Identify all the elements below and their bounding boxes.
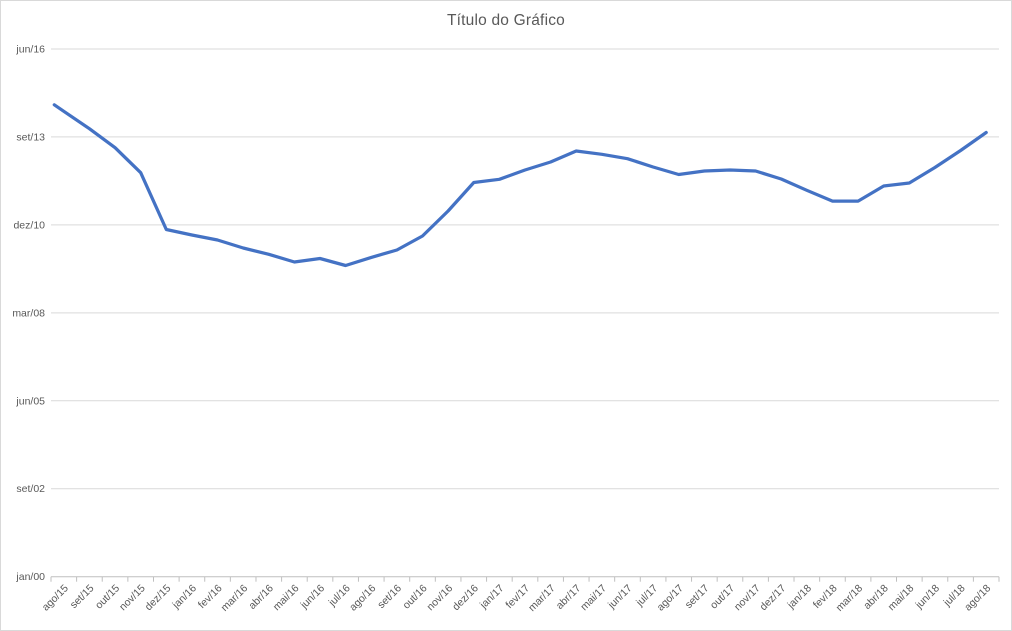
x-axis-tick-label: mar/17 [526, 582, 558, 614]
x-axis-tick-label: nov/17 [732, 582, 763, 613]
x-axis-tick-label: jan/17 [477, 582, 507, 612]
x-axis-tick-label: set/16 [375, 582, 404, 611]
y-axis-tick-label: jun/05 [15, 395, 45, 407]
x-axis-tick-label: nov/15 [117, 582, 148, 613]
y-axis-tick-label: jan/00 [15, 571, 45, 583]
x-axis-tick-label: jun/16 [298, 582, 328, 612]
data-series-line [52, 103, 988, 268]
x-axis-tick-label: nov/16 [424, 582, 455, 613]
x-axis-tick-label: abr/17 [554, 582, 584, 612]
x-axis-tick-label: ago/15 [40, 582, 71, 613]
x-axis-tick-label: out/15 [93, 582, 122, 611]
x-axis-tick-label: out/17 [708, 582, 737, 611]
x-axis-tick-label: mar/18 [834, 582, 866, 614]
y-axis-tick-label: dez/10 [13, 219, 45, 231]
x-axis-tick-label: jun/18 [913, 582, 943, 612]
chart-title: Título do Gráfico [447, 12, 565, 29]
x-axis-tick-label: mai/18 [886, 582, 917, 613]
x-axis-tick-label: dez/15 [143, 582, 174, 613]
x-axis-tick-label: ago/16 [347, 582, 378, 613]
x-axis-tick-label: ago/18 [962, 582, 993, 613]
y-axis-tick-label: set/02 [16, 483, 45, 495]
x-axis-tick-label: set/15 [68, 582, 97, 611]
y-axis-tick-label: mar/08 [12, 307, 45, 319]
x-axis-tick-label: set/17 [683, 582, 712, 611]
y-axis-tick-label: set/13 [16, 131, 45, 143]
y-axis-tick-label: jun/16 [15, 43, 45, 55]
x-axis-tick-label: ago/17 [655, 582, 686, 613]
x-axis-tick-label: out/16 [400, 582, 429, 611]
x-axis-tick-label: mai/16 [271, 582, 302, 613]
x-axis-tick-label: dez/17 [758, 582, 789, 613]
x-axis-tick-label: jan/18 [785, 582, 815, 612]
x-axis-tick-label: jan/16 [170, 582, 200, 612]
x-axis-tick-label: abr/16 [246, 582, 276, 612]
x-axis-tick-label: mar/16 [219, 582, 251, 614]
x-axis-tick-label: abr/18 [861, 582, 891, 612]
x-axis-tick-label: mai/17 [578, 582, 609, 613]
x-axis-tick-label: dez/16 [450, 582, 481, 613]
x-axis-tick-label: jun/17 [605, 582, 635, 612]
